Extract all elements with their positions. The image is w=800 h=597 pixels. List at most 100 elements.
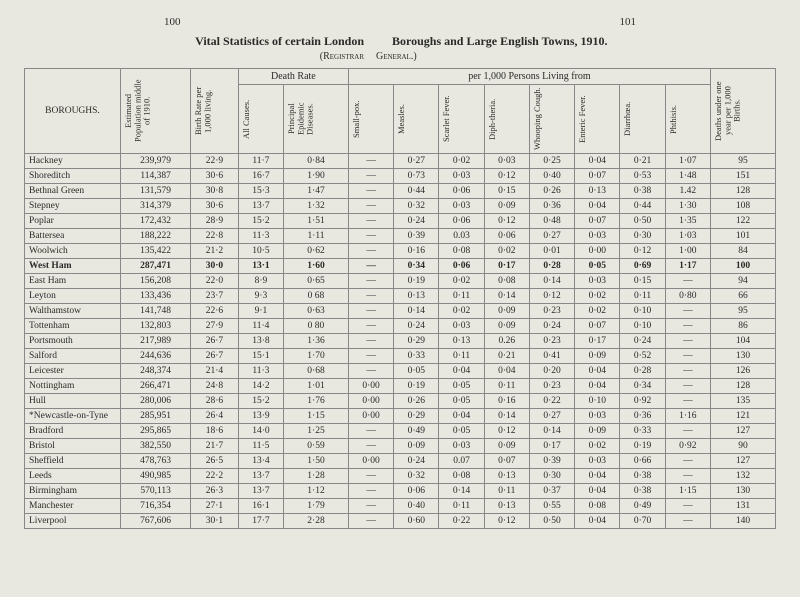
cell-epi: 2·28 bbox=[284, 514, 349, 529]
cell-u1: 101 bbox=[710, 229, 775, 244]
cell-all: 8·9 bbox=[238, 274, 283, 289]
cell-ph: — bbox=[665, 499, 710, 514]
cell-pop: 172,432 bbox=[121, 214, 191, 229]
cell-di: 0·11 bbox=[484, 484, 529, 499]
cell-birth: 30·0 bbox=[191, 259, 239, 274]
cell-sc: 0·04 bbox=[439, 364, 484, 379]
cell-borough: Bristol bbox=[25, 439, 121, 454]
cell-wh: 0·14 bbox=[529, 424, 574, 439]
cell-all: 15·3 bbox=[238, 184, 283, 199]
cell-epi: 0 68 bbox=[284, 289, 349, 304]
cell-all: 13·1 bbox=[238, 259, 283, 274]
col-smallpox: Small-pox. bbox=[348, 85, 393, 154]
cell-borough: West Ham bbox=[25, 259, 121, 274]
cell-en: 0·02 bbox=[575, 289, 620, 304]
cell-all: 13·4 bbox=[238, 454, 283, 469]
cell-pop: 287,471 bbox=[121, 259, 191, 274]
col-deaths-u1: Deaths under one year per 1,000 Births. bbox=[710, 69, 775, 154]
col-all: All Causes. bbox=[238, 85, 283, 154]
cell-all: 11·3 bbox=[238, 229, 283, 244]
cell-all: 17·7 bbox=[238, 514, 283, 529]
cell-da: 0·50 bbox=[620, 214, 665, 229]
cell-di: 0·12 bbox=[484, 424, 529, 439]
cell-me: 0·33 bbox=[394, 349, 439, 364]
cell-pop: 490,985 bbox=[121, 469, 191, 484]
cell-sp: — bbox=[348, 364, 393, 379]
cell-borough: Shoreditch bbox=[25, 169, 121, 184]
cell-birth: 30·1 bbox=[191, 514, 239, 529]
table-row: Bradford295,86518·614·01·25—0·490·050·12… bbox=[25, 424, 776, 439]
cell-u1: 130 bbox=[710, 484, 775, 499]
cell-sp: — bbox=[348, 514, 393, 529]
cell-birth: 28·6 bbox=[191, 394, 239, 409]
cell-pop: 248,374 bbox=[121, 364, 191, 379]
cell-di: 0.26 bbox=[484, 334, 529, 349]
cell-all: 15·2 bbox=[238, 214, 283, 229]
cell-borough: Salford bbox=[25, 349, 121, 364]
cell-pop: 382,550 bbox=[121, 439, 191, 454]
cell-me: 0·32 bbox=[394, 469, 439, 484]
cell-en: 0·09 bbox=[575, 424, 620, 439]
cell-me: 0·16 bbox=[394, 244, 439, 259]
cell-all: 13·8 bbox=[238, 334, 283, 349]
cell-sc: 0·03 bbox=[439, 439, 484, 454]
title-right: Boroughs and Large English Towns, 1910. bbox=[392, 34, 776, 49]
cell-wh: 0·14 bbox=[529, 274, 574, 289]
cell-sc: 0.03 bbox=[439, 229, 484, 244]
cell-u1: 86 bbox=[710, 319, 775, 334]
table-row: Hull280,00628·615·21·760·000·260·050·160… bbox=[25, 394, 776, 409]
cell-di: 0·14 bbox=[484, 289, 529, 304]
cell-di: 0·02 bbox=[484, 244, 529, 259]
cell-birth: 22·2 bbox=[191, 469, 239, 484]
cell-di: 0·09 bbox=[484, 319, 529, 334]
cell-pop: 314,379 bbox=[121, 199, 191, 214]
cell-all: 13·9 bbox=[238, 409, 283, 424]
cell-birth: 23·7 bbox=[191, 289, 239, 304]
cell-borough: Hull bbox=[25, 394, 121, 409]
cell-da: 0·12 bbox=[620, 244, 665, 259]
col-phthisis: Phthisis. bbox=[665, 85, 710, 154]
cell-ph: 1·03 bbox=[665, 229, 710, 244]
cell-pop: 767,606 bbox=[121, 514, 191, 529]
cell-borough: Bradford bbox=[25, 424, 121, 439]
cell-borough: Leeds bbox=[25, 469, 121, 484]
stats-table: BOROUGHS. Estimated Population middle of… bbox=[24, 68, 776, 529]
cell-wh: 0·22 bbox=[529, 394, 574, 409]
cell-sp: — bbox=[348, 289, 393, 304]
page-right: 101 bbox=[620, 16, 637, 28]
cell-ph: — bbox=[665, 319, 710, 334]
cell-en: 0·10 bbox=[575, 394, 620, 409]
cell-ph: 1·15 bbox=[665, 484, 710, 499]
cell-borough: *Newcastle-on-Tyne bbox=[25, 409, 121, 424]
cell-sp: 0·00 bbox=[348, 409, 393, 424]
cell-epi: 0·63 bbox=[284, 304, 349, 319]
cell-sc: 0·05 bbox=[439, 424, 484, 439]
cell-sc: 0·03 bbox=[439, 199, 484, 214]
cell-en: 0·04 bbox=[575, 364, 620, 379]
cell-sp: 0·00 bbox=[348, 454, 393, 469]
cell-sp: — bbox=[348, 214, 393, 229]
cell-epi: 1·11 bbox=[284, 229, 349, 244]
cell-wh: 0·12 bbox=[529, 289, 574, 304]
cell-all: 11·5 bbox=[238, 439, 283, 454]
cell-da: 0·52 bbox=[620, 349, 665, 364]
cell-da: 0·10 bbox=[620, 304, 665, 319]
cell-sp: — bbox=[348, 349, 393, 364]
table-row: Walthamstow141,74822·69·10·63—0·140·020·… bbox=[25, 304, 776, 319]
cell-sp: — bbox=[348, 304, 393, 319]
cell-sc: 0·11 bbox=[439, 349, 484, 364]
col-epi: Principal Epidemic Diseases. bbox=[284, 85, 349, 154]
cell-epi: 1·32 bbox=[284, 199, 349, 214]
table-row: Leeds490,98522·213·71·28—0·320·080·130·3… bbox=[25, 469, 776, 484]
table-row: Stepney314,37930·613·71·32—0·320·030·090… bbox=[25, 199, 776, 214]
cell-sp: 0·00 bbox=[348, 394, 393, 409]
col-boroughs: BOROUGHS. bbox=[25, 69, 121, 154]
cell-u1: 151 bbox=[710, 169, 775, 184]
cell-birth: 22·6 bbox=[191, 304, 239, 319]
cell-borough: Portsmouth bbox=[25, 334, 121, 349]
cell-all: 11·4 bbox=[238, 319, 283, 334]
cell-sc: 0·13 bbox=[439, 334, 484, 349]
cell-pop: 280,006 bbox=[121, 394, 191, 409]
cell-en: 0·08 bbox=[575, 499, 620, 514]
cell-da: 0·10 bbox=[620, 319, 665, 334]
